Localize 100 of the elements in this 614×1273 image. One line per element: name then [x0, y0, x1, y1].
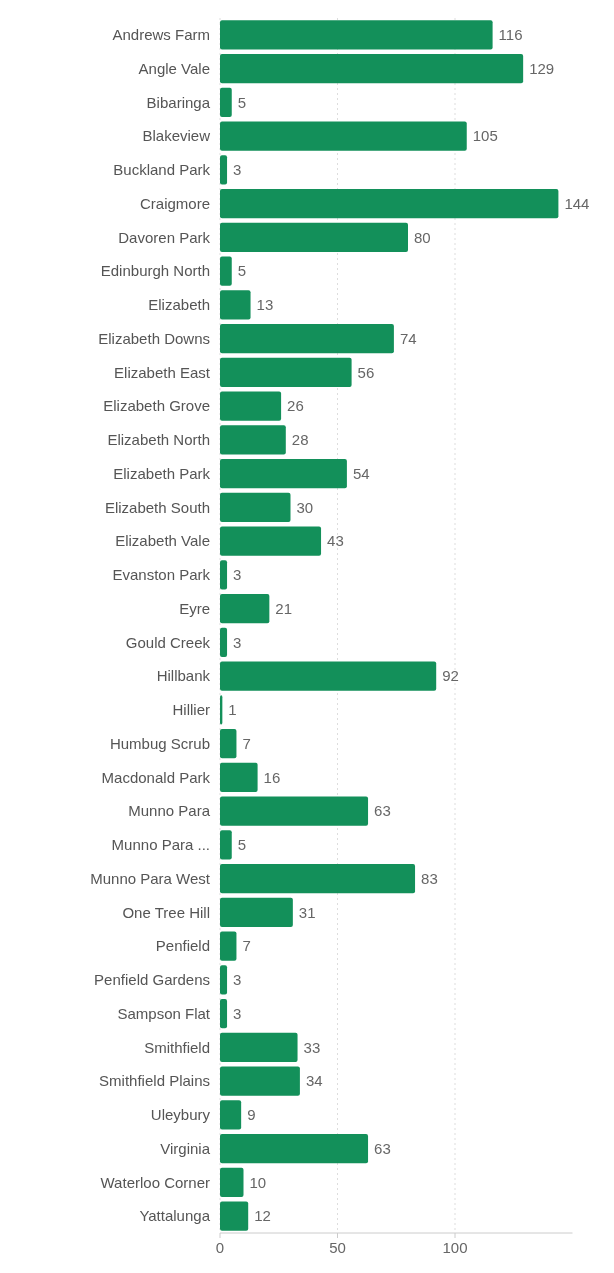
y-tick-label: Elizabeth South — [104, 498, 210, 516]
y-tick-label: Penfield — [155, 937, 210, 955]
bar — [220, 155, 228, 185]
y-tick-label: Hillier — [172, 701, 210, 719]
data-label: 21 — [275, 599, 293, 617]
y-tick-label: Elizabeth Downs — [98, 329, 210, 347]
bar — [220, 830, 232, 860]
y-tick-label: Elizabeth East — [114, 363, 211, 381]
data-label: 5 — [237, 262, 247, 280]
bar — [220, 560, 228, 590]
data-label: 54 — [352, 464, 370, 482]
data-label: 105 — [472, 127, 498, 145]
data-label: 116 — [498, 26, 523, 44]
data-label: 31 — [298, 903, 316, 921]
bar — [220, 864, 416, 894]
bar — [220, 526, 322, 556]
x-tick-label: 100 — [442, 1239, 468, 1256]
data-label: 12 — [254, 1207, 271, 1225]
data-label: 63 — [374, 802, 391, 820]
data-label: 3 — [233, 1004, 242, 1022]
bar — [220, 1134, 369, 1164]
y-tick-label: One Tree Hill — [122, 903, 210, 921]
data-label: 7 — [242, 734, 251, 752]
data-label: 3 — [233, 633, 242, 651]
data-label: 13 — [256, 296, 274, 314]
y-tick-label: Virginia — [160, 1139, 211, 1157]
data-label: 3 — [233, 971, 242, 989]
data-label: 5 — [237, 836, 247, 854]
y-tick-label: Evanston Park — [112, 566, 211, 584]
data-label: 56 — [357, 363, 375, 381]
data-label: 92 — [442, 667, 459, 685]
bar — [220, 1066, 300, 1096]
y-tick-label: Andrews Farm — [112, 26, 210, 44]
bar — [220, 1167, 244, 1197]
y-tick-label: Munno Para West — [90, 869, 211, 887]
data-label: 63 — [374, 1139, 391, 1157]
bar — [220, 256, 232, 286]
bar — [220, 492, 291, 522]
data-label: 10 — [249, 1173, 267, 1191]
y-tick-label: Sampson Flat — [117, 1004, 211, 1022]
bar — [220, 54, 524, 84]
y-tick-label: Elizabeth Park — [113, 464, 211, 482]
y-tick-label: Munno Para — [128, 802, 211, 820]
data-label: 9 — [247, 1106, 256, 1124]
data-label: 74 — [399, 329, 417, 347]
data-label: 80 — [414, 228, 431, 246]
y-tick-label: Penfield Gardens — [94, 971, 210, 989]
bar — [220, 391, 282, 421]
y-tick-label: Elizabeth Grove — [103, 397, 210, 415]
data-label: 30 — [296, 498, 314, 516]
y-tick-label: Craigmore — [139, 194, 210, 212]
data-label: 3 — [233, 566, 242, 584]
bar — [220, 627, 228, 657]
x-tick-label: 0 — [215, 1239, 225, 1256]
y-tick-label: Macdonald Park — [101, 768, 211, 786]
y-tick-label: Uleybury — [150, 1106, 211, 1124]
data-label: 33 — [303, 1038, 321, 1056]
bar — [220, 594, 270, 624]
bar — [220, 999, 228, 1029]
y-tick-label: Hillbank — [156, 667, 211, 685]
y-tick-label: Munno Para ... — [111, 836, 210, 854]
y-tick-label: Edinburgh North — [100, 262, 210, 280]
bar — [220, 965, 228, 995]
data-label: 26 — [287, 397, 304, 415]
data-label: 16 — [263, 768, 281, 786]
bar — [220, 1032, 298, 1062]
data-label: 7 — [242, 937, 251, 955]
y-tick-label: Angle Vale — [138, 59, 210, 77]
bar — [220, 931, 237, 961]
data-label: 28 — [291, 431, 309, 449]
y-tick-label: Elizabeth Vale — [115, 532, 210, 550]
bar — [220, 796, 369, 826]
data-label: 43 — [327, 532, 344, 550]
data-label: 34 — [305, 1072, 323, 1090]
y-tick-label: Yattalunga — [139, 1207, 211, 1225]
bar — [220, 1201, 249, 1231]
bar — [220, 762, 258, 792]
y-tick-label: Bibaringa — [146, 93, 211, 111]
bar — [220, 121, 467, 151]
y-tick-label: Elizabeth North — [107, 431, 210, 449]
y-tick-label: Waterloo Corner — [100, 1173, 210, 1191]
y-tick-label: Buckland Park — [113, 161, 211, 179]
bar — [220, 729, 237, 759]
y-tick-label: Smithfield — [144, 1038, 210, 1056]
data-label: 144 — [564, 194, 590, 212]
bar — [220, 20, 493, 50]
y-tick-label: Gould Creek — [125, 633, 211, 651]
bar — [220, 459, 347, 489]
data-label: 1 — [228, 701, 237, 719]
bar — [220, 661, 437, 691]
y-tick-label: Davoren Park — [118, 228, 211, 246]
data-label: 83 — [421, 869, 438, 887]
bar — [220, 189, 559, 219]
bar — [220, 87, 232, 117]
bar — [220, 1100, 242, 1130]
y-tick-label: Eyre — [179, 599, 210, 617]
bar — [220, 897, 293, 927]
y-tick-label: Blakeview — [142, 127, 211, 145]
bar — [220, 425, 286, 455]
bar — [220, 222, 408, 252]
